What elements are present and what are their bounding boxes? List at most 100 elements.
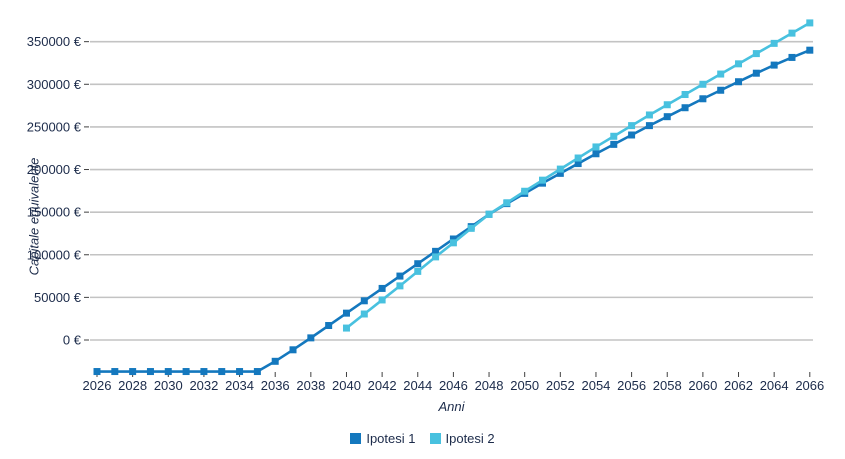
data-point-marker [164, 368, 172, 376]
x-tick-label: 2030 [154, 378, 183, 393]
data-point-marker [325, 322, 333, 330]
data-point-marker [628, 131, 636, 139]
data-point-marker [556, 169, 564, 177]
y-tick-label: 50000 € [34, 290, 82, 305]
data-point-marker [467, 224, 475, 232]
legend-label: Ipotesi 1 [366, 431, 416, 446]
data-point-marker [699, 95, 707, 103]
data-point-marker [735, 60, 743, 68]
data-point-marker [770, 61, 778, 69]
series-ipotesi-1 [93, 46, 814, 376]
data-point-marker [432, 253, 440, 261]
data-point-marker [788, 29, 796, 37]
x-tick-label: 2026 [83, 378, 112, 393]
y-tick-label: 350000 € [27, 34, 82, 49]
x-tick-label: 2052 [546, 378, 575, 393]
data-point-marker [289, 346, 297, 354]
x-tick-label: 2058 [653, 378, 682, 393]
data-point-marker [449, 239, 457, 247]
data-point-marker [610, 132, 618, 140]
series-ipotesi-2 [342, 19, 814, 332]
data-point-marker [610, 140, 618, 148]
x-tick-label: 2056 [617, 378, 646, 393]
data-point-marker [200, 368, 208, 376]
y-tick-label: 250000 € [27, 119, 82, 134]
data-point-marker [556, 165, 564, 173]
data-point-marker [503, 199, 511, 207]
y-axis-title: Capitale equivalente [26, 157, 42, 276]
data-point-marker [93, 368, 101, 376]
y-tick-label: 100000 € [27, 247, 82, 262]
x-tick-label: 2034 [225, 378, 254, 393]
data-point-marker [396, 272, 404, 280]
x-tick-label: 2040 [332, 378, 361, 393]
data-point-marker [788, 53, 796, 61]
data-point-marker [628, 122, 636, 130]
data-point-marker [396, 282, 404, 290]
data-point-marker [218, 368, 226, 376]
data-point-marker [378, 284, 386, 292]
x-axis-ticks: 2026 2028 2030 2032 2034 2036 2038 2040 2042 2044… [83, 372, 824, 393]
y-tick-label: 200000 € [27, 162, 82, 177]
data-point-marker [521, 187, 529, 195]
x-tick-label: 2042 [368, 378, 397, 393]
data-point-marker [414, 260, 422, 268]
data-point-marker [574, 154, 582, 162]
gridlines [90, 40, 813, 341]
legend: Ipotesi 1 Ipotesi 2 [0, 431, 845, 446]
data-point-marker [182, 368, 190, 376]
data-point-marker [717, 70, 725, 78]
data-point-marker [645, 122, 653, 130]
legend-item-ipotesi-1[interactable]: Ipotesi 1 [350, 431, 416, 446]
data-point-marker [111, 368, 119, 376]
data-point-marker [539, 176, 546, 184]
y-tick-label: 0 € [63, 333, 82, 348]
data-point-marker [342, 309, 350, 317]
data-point-marker [645, 111, 653, 119]
data-point-marker [378, 296, 386, 304]
x-tick-label: 2066 [795, 378, 824, 393]
x-tick-label: 2050 [510, 378, 539, 393]
x-tick-label: 2036 [261, 378, 290, 393]
data-point-marker [663, 113, 671, 121]
y-tick-label: 300000 € [27, 77, 82, 92]
data-point-marker [253, 368, 261, 376]
data-point-marker [129, 368, 137, 376]
y-axis-ticks: 0 € 50000 € 100000 € 150000 € 200000 € 250000… [27, 34, 89, 348]
data-point-marker [717, 86, 725, 94]
legend-item-ipotesi-2[interactable]: Ipotesi 2 [429, 431, 495, 446]
data-point-marker [806, 19, 814, 27]
legend-label: Ipotesi 2 [445, 431, 495, 446]
x-tick-label: 2046 [439, 378, 468, 393]
data-point-marker [752, 50, 760, 58]
data-point-marker [770, 39, 778, 47]
data-point-marker [735, 78, 743, 86]
data-point-marker [449, 235, 457, 243]
x-tick-label: 2064 [760, 378, 789, 393]
data-point-marker [432, 247, 440, 255]
data-point-marker [592, 143, 600, 151]
series-line [345, 21, 811, 330]
data-point-marker [236, 368, 244, 376]
x-axis-title: Anni [438, 399, 465, 414]
x-tick-label: 2060 [688, 378, 717, 393]
y-tick-label: 150000 € [27, 205, 82, 220]
data-point-marker [360, 297, 368, 305]
x-tick-label: 2054 [581, 378, 610, 393]
data-point-marker [681, 91, 689, 99]
data-point-marker [752, 69, 760, 77]
data-point-marker [342, 324, 350, 332]
data-point-marker [574, 160, 582, 168]
data-point-marker [806, 46, 814, 54]
data-point-marker [271, 357, 279, 365]
x-tick-label: 2038 [296, 378, 325, 393]
data-point-marker [663, 101, 671, 109]
x-tick-label: 2032 [189, 378, 218, 393]
data-point-marker [414, 267, 422, 275]
data-point-marker [699, 80, 707, 88]
data-point-marker [146, 368, 154, 376]
data-point-marker [307, 334, 315, 342]
data-point-marker [681, 104, 689, 112]
x-tick-label: 2028 [118, 378, 147, 393]
